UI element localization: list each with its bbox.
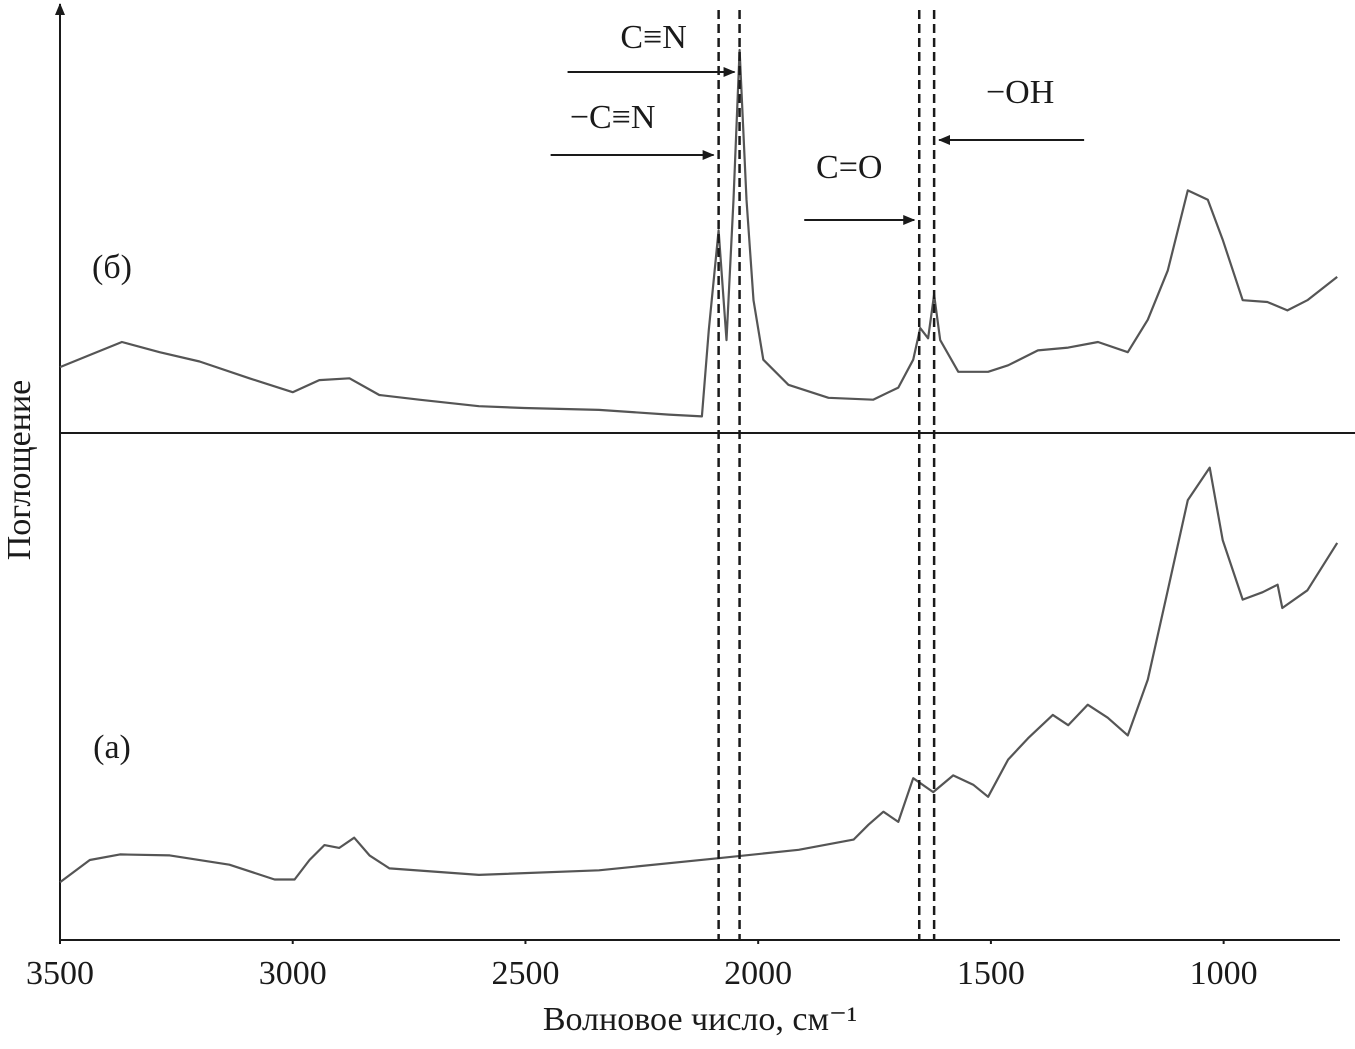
series-label: (б) [92,249,132,286]
x-tick-label: 3500 [26,955,94,992]
spectrum-line [59,466,1339,884]
annotation-label: −OH [986,74,1054,111]
x-tick-label: 2000 [724,955,792,992]
annotation-label: −C≡N [570,99,656,136]
spectrum-line [59,48,1338,418]
annotation-label: C=O [816,149,882,186]
x-tick-label: 1500 [957,955,1025,992]
series-label: (а) [93,729,131,766]
x-tick-label: 1000 [1190,955,1258,992]
x-tick-label: 3000 [259,955,327,992]
y-axis-label: Поглощение [1,380,38,561]
x-axis-label: Волновое число, см⁻¹ [543,1001,857,1038]
x-tick-label: 2500 [491,955,559,992]
annotation-label: C≡N [620,19,686,56]
